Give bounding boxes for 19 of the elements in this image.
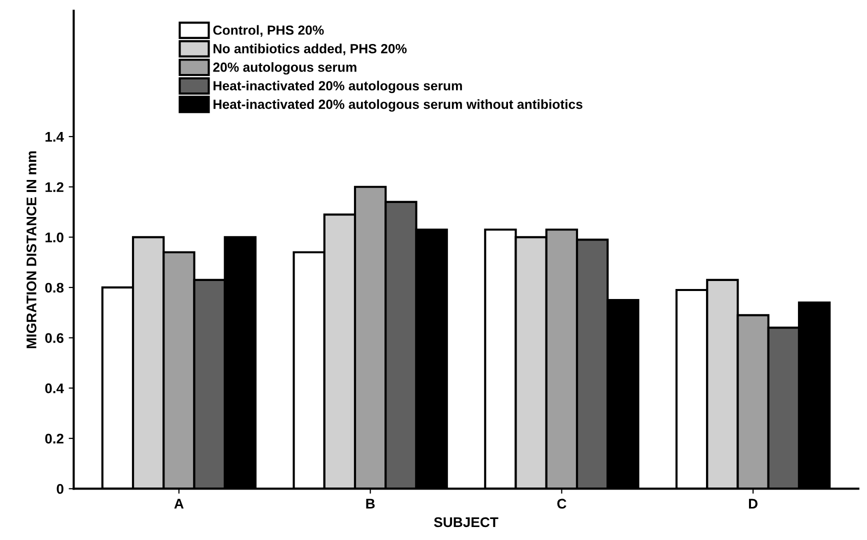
y-tick-label: 0.6 bbox=[45, 333, 64, 343]
legend-label: Control, PHS 20% bbox=[213, 25, 324, 37]
x-axis-title: SUBJECT bbox=[434, 517, 498, 528]
x-tick-label: A bbox=[174, 498, 184, 508]
legend-label: 20% autologous serum bbox=[213, 62, 356, 75]
y-tick-label: 1.4 bbox=[46, 132, 64, 142]
y-tick-label: 0.2 bbox=[45, 434, 64, 444]
x-tick-label: B bbox=[366, 498, 375, 508]
y-axis-title: MIGRATION DISTANCE IN mm bbox=[26, 151, 36, 348]
y-tick-label: 0 bbox=[56, 484, 64, 494]
x-tick-label: C bbox=[557, 498, 566, 509]
y-tick-label: 0.8 bbox=[45, 282, 64, 293]
y-tick-label: 0.4 bbox=[45, 383, 64, 394]
legend-label: No antibiotics added, PHS 20% bbox=[214, 44, 407, 56]
y-tick-label: 1.0 bbox=[46, 232, 64, 242]
legend-label: Heat-inactivated 20% autologous serum without antibiotics bbox=[214, 99, 582, 112]
legend-label: Heat-inactivated 20% autologous serum bbox=[214, 80, 462, 94]
x-tick-label: D bbox=[748, 498, 758, 508]
y-tick-label: 1.2 bbox=[46, 182, 64, 192]
